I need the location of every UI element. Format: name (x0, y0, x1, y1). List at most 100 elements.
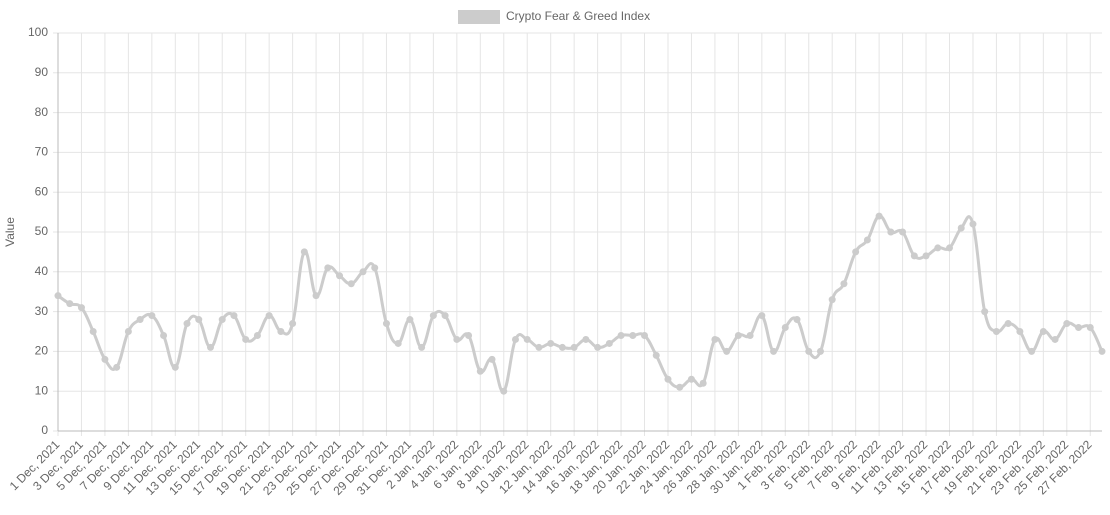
data-point (676, 383, 684, 391)
data-point (124, 328, 132, 335)
data-point (910, 252, 918, 260)
data-point (887, 228, 895, 236)
y-tick-label: 80 (35, 105, 49, 119)
data-point (394, 339, 402, 347)
data-point (1028, 347, 1036, 355)
data-point (570, 343, 578, 351)
y-tick-label: 40 (35, 264, 49, 278)
data-point (324, 264, 332, 272)
data-point (734, 331, 742, 339)
data-point (558, 343, 566, 351)
data-point (1075, 324, 1083, 332)
y-tick-label: 10 (35, 383, 49, 397)
data-point (981, 308, 989, 316)
data-point (347, 280, 355, 288)
data-point (828, 296, 836, 304)
data-point (523, 335, 531, 343)
data-point (136, 316, 144, 324)
data-point (664, 375, 672, 383)
y-tick-label: 100 (28, 25, 48, 39)
data-point (54, 292, 62, 300)
data-point (899, 228, 907, 236)
y-tick-label: 60 (35, 184, 49, 198)
data-point (1098, 347, 1106, 355)
data-point (863, 236, 871, 244)
data-point (1039, 328, 1047, 335)
data-point (359, 268, 367, 276)
y-tick-label: 30 (35, 304, 49, 318)
data-point (371, 264, 379, 272)
data-point (336, 272, 344, 280)
data-point (547, 339, 555, 347)
data-point (300, 248, 308, 256)
data-point (852, 248, 860, 256)
data-point (723, 347, 731, 355)
data-point (465, 331, 473, 339)
data-point (770, 347, 778, 355)
data-point (1063, 320, 1071, 328)
data-point (500, 387, 508, 395)
data-point (840, 280, 848, 288)
data-point (605, 339, 613, 347)
data-point (253, 331, 261, 339)
data-point (1004, 320, 1012, 328)
data-point (816, 347, 824, 355)
data-point (511, 335, 519, 343)
y-tick-label: 70 (35, 145, 49, 159)
data-point (875, 212, 883, 220)
data-point (1051, 335, 1059, 343)
data-point (969, 220, 977, 228)
data-point (629, 331, 637, 339)
data-point (113, 363, 121, 371)
data-point (206, 343, 214, 351)
data-point (66, 300, 74, 308)
data-point (476, 367, 484, 375)
data-point (699, 379, 707, 387)
data-point (922, 252, 930, 260)
data-point (453, 335, 461, 343)
data-point (594, 343, 602, 351)
data-point (992, 328, 1000, 335)
data-point (687, 375, 695, 383)
data-point (934, 244, 942, 252)
data-point (277, 328, 285, 335)
data-point (793, 316, 801, 324)
data-point (711, 335, 719, 343)
data-point (230, 312, 238, 320)
data-point (183, 320, 191, 328)
data-point (160, 331, 168, 339)
data-point (957, 224, 965, 232)
data-point (89, 328, 97, 335)
data-point (781, 324, 789, 332)
data-point (218, 316, 226, 324)
y-tick-label: 90 (35, 65, 49, 79)
y-tick-label: 0 (41, 423, 48, 437)
data-point (441, 312, 449, 320)
series-line (57, 214, 1104, 393)
data-point (312, 292, 320, 300)
data-point (1016, 328, 1024, 335)
y-tick-label: 50 (35, 224, 49, 238)
data-point (418, 343, 426, 351)
data-point (289, 320, 297, 328)
data-point (171, 363, 179, 371)
data-point (382, 320, 390, 328)
data-point (488, 355, 496, 363)
data-point (101, 355, 109, 363)
data-point (1086, 324, 1094, 332)
data-point (946, 244, 954, 252)
data-point (265, 312, 273, 320)
y-axis-label: Value (3, 217, 17, 247)
data-point (242, 335, 250, 343)
data-point (535, 343, 543, 351)
data-point (582, 335, 590, 343)
data-point (805, 347, 813, 355)
data-point (746, 331, 754, 339)
data-point (617, 331, 625, 339)
legend-swatch (458, 10, 500, 24)
data-point (429, 312, 437, 320)
data-point (148, 312, 156, 320)
legend-label: Crypto Fear & Greed Index (506, 9, 650, 23)
y-tick-label: 20 (35, 344, 49, 358)
